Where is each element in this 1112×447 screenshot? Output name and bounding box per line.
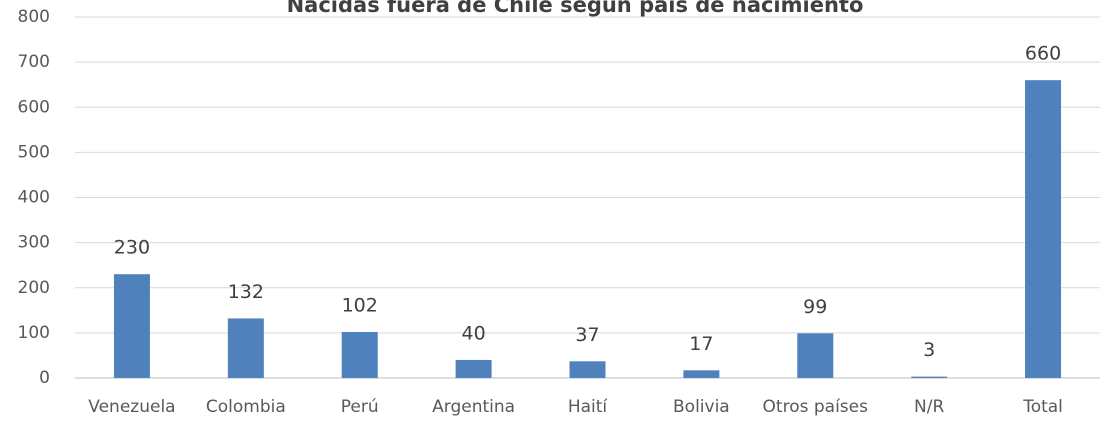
y-tick-label: 700 bbox=[18, 52, 50, 72]
x-tick-label: Perú bbox=[341, 397, 379, 417]
value-label: 40 bbox=[462, 322, 486, 344]
x-tick-label: Venezuela bbox=[88, 397, 175, 417]
chart-title: Nacidas fuera de Chile según país de nac… bbox=[287, 0, 864, 17]
x-tick-label: Argentina bbox=[432, 397, 515, 417]
y-tick-label: 500 bbox=[18, 142, 50, 162]
bar bbox=[1025, 80, 1062, 379]
value-label: 17 bbox=[689, 333, 713, 355]
y-tick-label: 0 bbox=[39, 368, 50, 388]
x-tick-label: Colombia bbox=[206, 397, 286, 417]
x-tick-label: Bolivia bbox=[673, 397, 730, 417]
value-label: 660 bbox=[1025, 43, 1061, 65]
x-tick-label: Otros países bbox=[763, 397, 869, 417]
y-tick-label: 200 bbox=[18, 278, 50, 298]
x-tick-label: Total bbox=[1022, 397, 1063, 417]
value-label: 132 bbox=[228, 281, 264, 303]
value-label: 230 bbox=[114, 237, 150, 259]
value-label: 99 bbox=[803, 296, 827, 318]
y-tick-label: 800 bbox=[18, 7, 50, 27]
x-tick-label: N/R bbox=[914, 397, 944, 417]
bar bbox=[227, 318, 264, 378]
bar bbox=[113, 274, 150, 378]
bar bbox=[455, 359, 492, 378]
value-label: 3 bbox=[923, 339, 935, 361]
y-tick-label: 400 bbox=[18, 188, 50, 208]
bar bbox=[341, 331, 378, 378]
value-label: 37 bbox=[575, 324, 599, 346]
bar bbox=[569, 361, 606, 378]
value-label: 102 bbox=[342, 294, 378, 316]
bar bbox=[911, 376, 948, 378]
y-tick-label: 300 bbox=[18, 233, 50, 253]
bar bbox=[797, 333, 834, 378]
y-tick-label: 600 bbox=[18, 97, 50, 117]
x-tick-label: Haití bbox=[568, 397, 609, 417]
bar bbox=[683, 370, 720, 378]
y-tick-label: 100 bbox=[18, 323, 50, 343]
